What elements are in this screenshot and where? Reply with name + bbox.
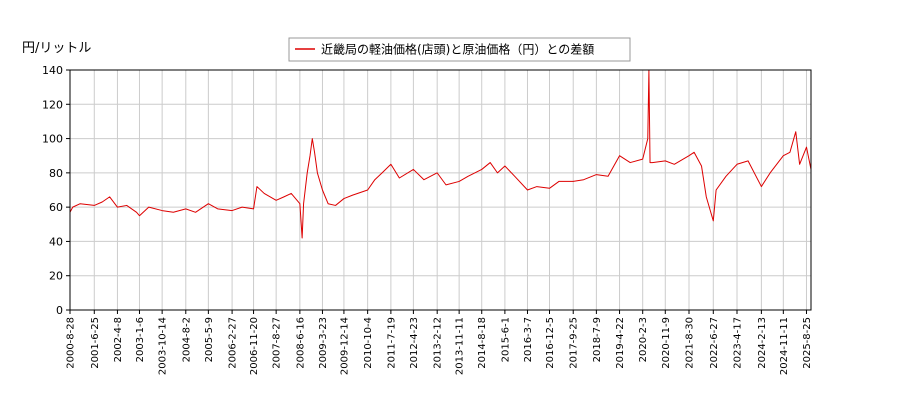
x-tick-label-19: 2015-6-1: [500, 317, 511, 362]
x-tick-label-0: 2000-8-28: [66, 317, 77, 369]
x-tick-label-32: 2025-8-25: [802, 317, 813, 369]
x-tick-label-13: 2010-10-4: [363, 317, 374, 369]
legend: 近畿局の軽油価格(店頭)と原油価格（円）との差額: [288, 37, 631, 62]
x-tick-label-10: 2008-6-16: [295, 317, 306, 369]
y-tick-label-6: 120: [42, 98, 63, 111]
legend-label: 近畿局の軽油価格(店頭)と原油価格（円）との差額: [321, 42, 594, 57]
x-tick-label-16: 2013-2-12: [433, 317, 444, 369]
series-layer: [69, 69, 812, 239]
y-tick-label-2: 40: [49, 235, 63, 248]
y-tick-label-3: 60: [49, 201, 63, 214]
x-tick-label-6: 2005-5-9: [204, 317, 215, 362]
x-tick-label-5: 2004-8-2: [181, 317, 192, 362]
plot-frame: [69, 69, 812, 311]
x-tick-label-7: 2006-2-27: [228, 317, 239, 369]
x-tick-label-26: 2020-11-9: [661, 317, 672, 369]
x-tick-label-20: 2016-3-7: [523, 317, 534, 362]
y-axis-label: 円/リットル: [22, 41, 91, 56]
x-tick-label-17: 2013-11-11: [455, 317, 466, 375]
xtick-layer: 2000-8-28 2001-6-25 2002-4-8 2003-1-6 2003-1…: [66, 310, 813, 375]
x-tick-label-31: 2024-11-11: [779, 317, 790, 375]
x-tick-label-30: 2024-2-13: [757, 317, 768, 369]
x-tick-label-28: 2022-6-27: [709, 317, 720, 369]
x-tick-label-15: 2012-4-23: [409, 317, 420, 369]
ytick-layer: 0 20 40 60 80 100 120 140: [42, 64, 70, 317]
x-tick-label-21: 2016-12-5: [545, 317, 556, 369]
x-tick-label-23: 2018-7-9: [592, 317, 603, 362]
x-tick-label-25: 2020-2-3: [638, 317, 649, 362]
y-tick-label-5: 100: [42, 133, 63, 146]
x-tick-label-9: 2007-8-27: [272, 317, 283, 369]
x-tick-label-12: 2009-12-14: [339, 317, 350, 375]
x-tick-label-22: 2017-9-25: [569, 317, 580, 369]
y-tick-label-4: 80: [49, 167, 63, 180]
x-tick-label-24: 2019-4-22: [615, 317, 626, 369]
x-tick-label-27: 2021-8-30: [685, 317, 696, 369]
x-tick-label-3: 2003-1-6: [135, 317, 146, 362]
legend-box: [288, 37, 631, 62]
y-tick-label-7: 140: [42, 64, 63, 77]
x-tick-label-4: 2003-10-14: [158, 317, 169, 375]
x-tick-label-18: 2014-8-18: [477, 317, 488, 369]
x-tick-label-29: 2023-4-17: [733, 317, 744, 369]
y-tick-label-0: 0: [56, 304, 63, 317]
series-line-0: [69, 69, 812, 239]
x-tick-label-14: 2011-7-19: [386, 317, 397, 369]
x-tick-label-8: 2006-11-20: [249, 317, 260, 375]
x-tick-label-1: 2001-6-25: [90, 317, 101, 369]
y-tick-label-1: 20: [49, 270, 63, 283]
x-tick-label-2: 2002-4-8: [113, 317, 124, 362]
x-tick-label-11: 2009-3-23: [318, 317, 329, 369]
